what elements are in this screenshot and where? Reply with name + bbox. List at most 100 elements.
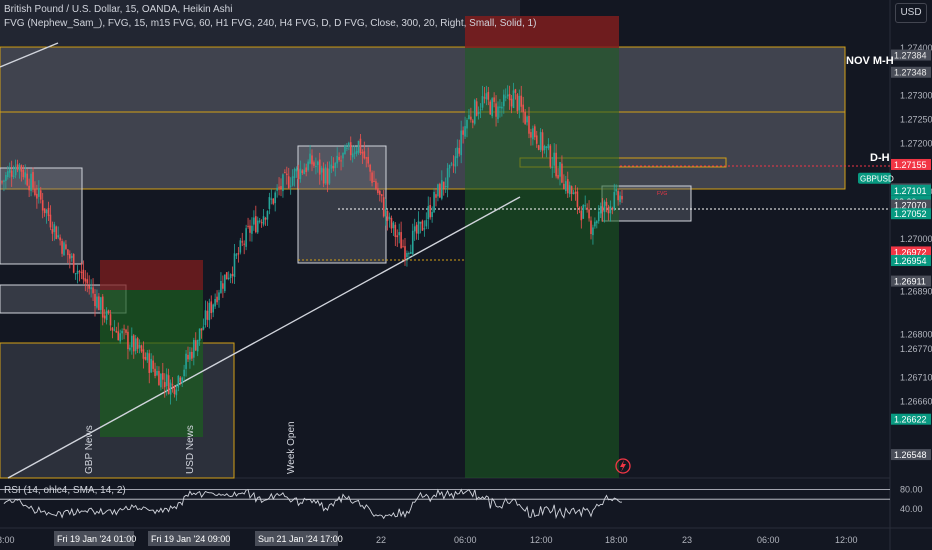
candle-body (222, 283, 224, 289)
vertical-label-2: Week Open (286, 421, 297, 474)
candle-body (295, 168, 298, 172)
price-tick-label: 1.26890 (900, 287, 932, 297)
candle-body (218, 292, 220, 301)
candle-body (429, 204, 431, 218)
candle-body (16, 164, 19, 170)
candle-body (100, 297, 102, 310)
candle-body (204, 310, 207, 326)
candle-body (227, 277, 230, 280)
candle-body (18, 164, 21, 171)
candle-body (460, 130, 462, 156)
candle-body (322, 168, 325, 184)
candle-body (425, 220, 428, 227)
candle-body (191, 351, 193, 359)
candle-body (485, 93, 488, 100)
candle-body (179, 377, 182, 382)
candle-body (171, 384, 174, 386)
time-highlight-box (255, 531, 338, 546)
candle-body (82, 269, 85, 280)
candle-body (351, 153, 354, 158)
candle-body (530, 132, 532, 138)
candle-body (433, 191, 435, 213)
candle-body (570, 186, 573, 194)
candle-body (10, 170, 13, 177)
price-tick-label: 1.27300 (900, 91, 932, 101)
candle-body (619, 195, 621, 202)
candle-body (61, 241, 63, 254)
price-tag-box (891, 413, 931, 425)
candle-body (435, 194, 437, 198)
candle-body (69, 253, 71, 259)
candle-body (84, 278, 87, 282)
candle-body (549, 145, 552, 167)
candle-body (605, 201, 608, 206)
indicator-legend[interactable]: FVG (Nephew_Sam_), FVG, 15, m15 FVG, 60,… (4, 18, 537, 29)
candle-body (568, 185, 571, 195)
candle-body (592, 227, 594, 236)
candle-body (152, 360, 154, 369)
price-tag-label: 1.27101 (894, 186, 927, 196)
candle-body (307, 161, 309, 171)
candle-body (446, 168, 449, 188)
price-tick-label: 1.26660 (900, 397, 932, 407)
candle-body (363, 151, 366, 159)
candle-body (282, 174, 284, 192)
candle-body (96, 296, 98, 308)
short-stop-box (100, 260, 203, 290)
currency-button[interactable]: USD (895, 3, 927, 23)
price-tag-label: 1.26911 (894, 277, 926, 287)
candle-body (584, 205, 586, 207)
price-tag-group: 1.26911 (891, 275, 931, 287)
candle-body (278, 186, 280, 188)
candle-body (3, 180, 5, 182)
rsi-legend[interactable]: RSI (14, ohlc4, SMA, 14, 2) (4, 485, 126, 496)
price-tag-label: 1.26972 (894, 247, 927, 257)
candle-body (65, 244, 67, 249)
candle-body (72, 254, 75, 273)
candles-layer (1, 82, 623, 405)
price-tag-box (891, 449, 931, 461)
candle-body (212, 304, 214, 313)
candle-body (53, 224, 56, 232)
candle-body (255, 216, 257, 233)
time-axis: 18:00 22 06:00 12:00 18:00 23 06:00 12:00 Fri 19… (0, 531, 858, 546)
candle-body (169, 382, 172, 395)
candle-body (336, 155, 338, 164)
candle-body (367, 156, 369, 164)
candle-body (183, 369, 185, 377)
candle-body (382, 197, 385, 217)
time-tick-label: 18:00 (605, 535, 628, 545)
time-highlight-label: Sun 21 Jan '24 17:00 (255, 531, 343, 546)
time-highlight-text: Fri 19 Jan '24 09:00 (151, 534, 230, 544)
candle-body (202, 326, 205, 330)
candle-body (439, 183, 441, 198)
candle-body (214, 298, 216, 307)
candle-body (98, 296, 100, 311)
time-tick-label: 06:00 (454, 535, 477, 545)
candle-body (458, 148, 461, 154)
candle-body (14, 166, 17, 176)
candle-body (400, 232, 402, 249)
price-tag-box (891, 66, 931, 78)
candle-body (181, 377, 183, 383)
candle-body (154, 368, 156, 377)
price-tag-group: GBPUSD (858, 172, 894, 184)
candle-body (597, 211, 600, 222)
price-tag-label: GBPUSD (860, 174, 894, 183)
time-tick-label: 12:00 (530, 535, 553, 545)
candle-body (173, 386, 176, 395)
candle-body (487, 91, 490, 100)
time-tick-label: 22 (376, 535, 386, 545)
candle-body (63, 242, 65, 256)
time-highlight-label: Fri 19 Jan '24 09:00 (148, 531, 230, 546)
candle-body (92, 287, 94, 294)
candle-body (479, 109, 482, 111)
candle-body (357, 140, 360, 153)
candle-body (67, 249, 69, 256)
candle-body (338, 157, 340, 160)
candle-body (132, 335, 135, 352)
candle-body (493, 97, 495, 102)
candle-body (512, 90, 515, 108)
candle-body (311, 155, 313, 165)
